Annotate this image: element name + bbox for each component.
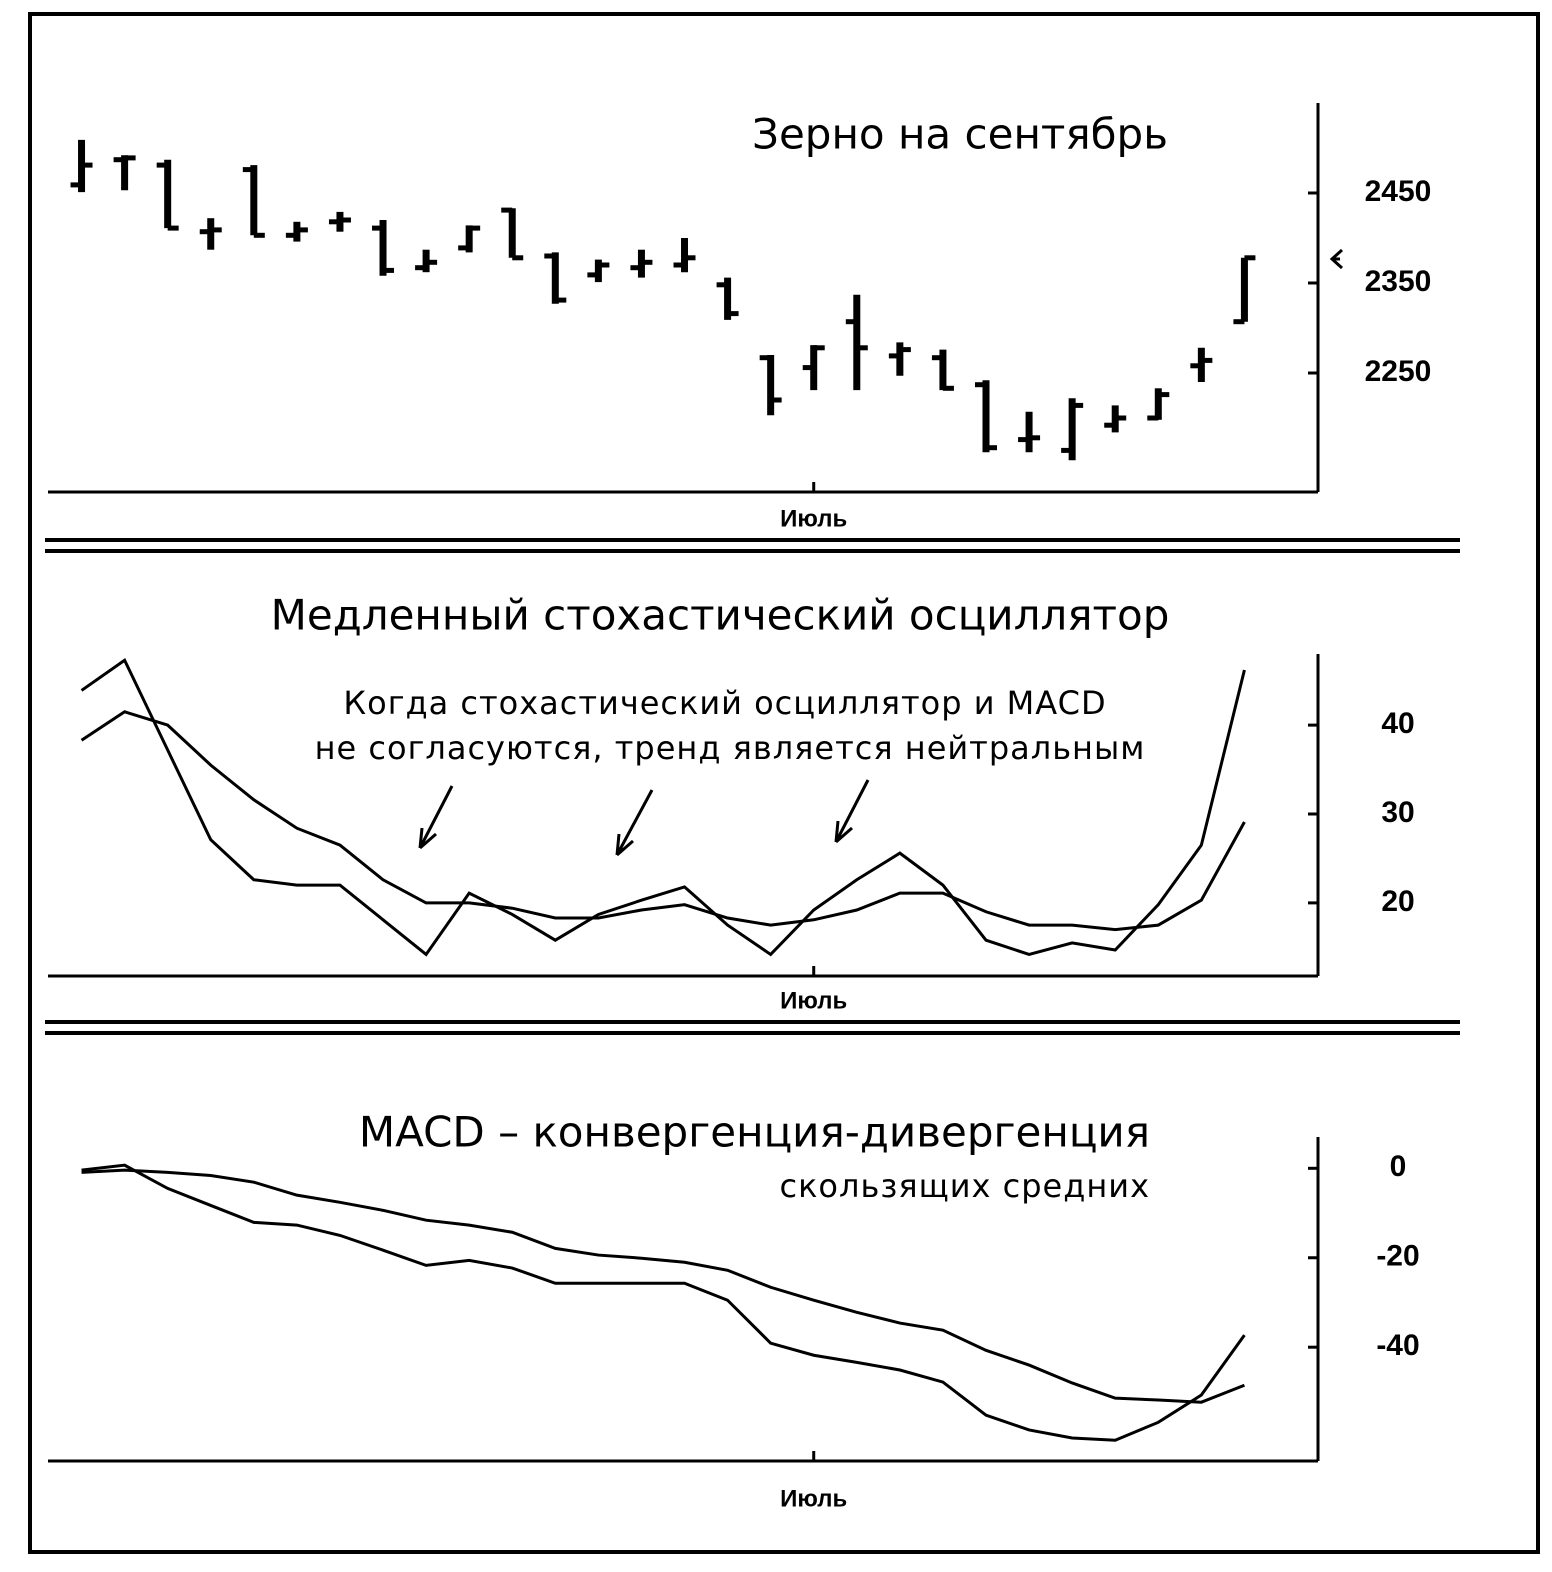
annotation: Когда стохастический осциллятор и MACD: [343, 684, 1106, 722]
series-line: [80, 710, 1246, 932]
series-line: [81, 1168, 1245, 1404]
series-line: [81, 1163, 1246, 1442]
chart-subtitle: скользящих средних: [780, 1167, 1151, 1205]
y-tick-label: 30: [1381, 796, 1414, 829]
x-tick-label: Июль: [780, 505, 847, 532]
separators: [45, 538, 1460, 1035]
chart-title: Зерно на сентябрь: [752, 110, 1168, 159]
y-tick-label: 0: [1390, 1150, 1407, 1183]
annotation: не согласуются, тренд является нейтральн…: [315, 729, 1146, 767]
y-tick-label: 2250: [1365, 355, 1432, 388]
series-line: [80, 657, 1246, 957]
x-tick-label: Июль: [780, 1485, 847, 1512]
y-tick-label: -20: [1376, 1240, 1419, 1273]
chart-title: MACD – конвергенция-дивергенция: [359, 1108, 1150, 1157]
frame: [28, 12, 1540, 1554]
arrows: [418, 248, 1344, 857]
y-tick-label: 2450: [1365, 175, 1432, 208]
chart-title: Медленный стохастический осциллятор: [271, 591, 1170, 640]
y-tick-label: 2350: [1365, 265, 1432, 298]
y-tick-label: 20: [1381, 885, 1414, 918]
x-tick-label: Июль: [780, 987, 847, 1014]
y-tick-label: 40: [1381, 707, 1414, 740]
y-tick-label: -40: [1376, 1329, 1419, 1362]
